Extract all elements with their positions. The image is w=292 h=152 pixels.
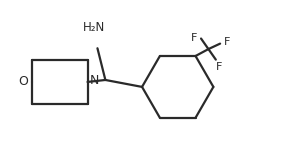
Text: N: N <box>90 74 99 87</box>
Text: F: F <box>191 33 197 43</box>
Text: F: F <box>224 37 230 47</box>
Text: H₂N: H₂N <box>83 21 106 34</box>
Text: O: O <box>18 75 28 88</box>
Text: F: F <box>215 62 222 72</box>
